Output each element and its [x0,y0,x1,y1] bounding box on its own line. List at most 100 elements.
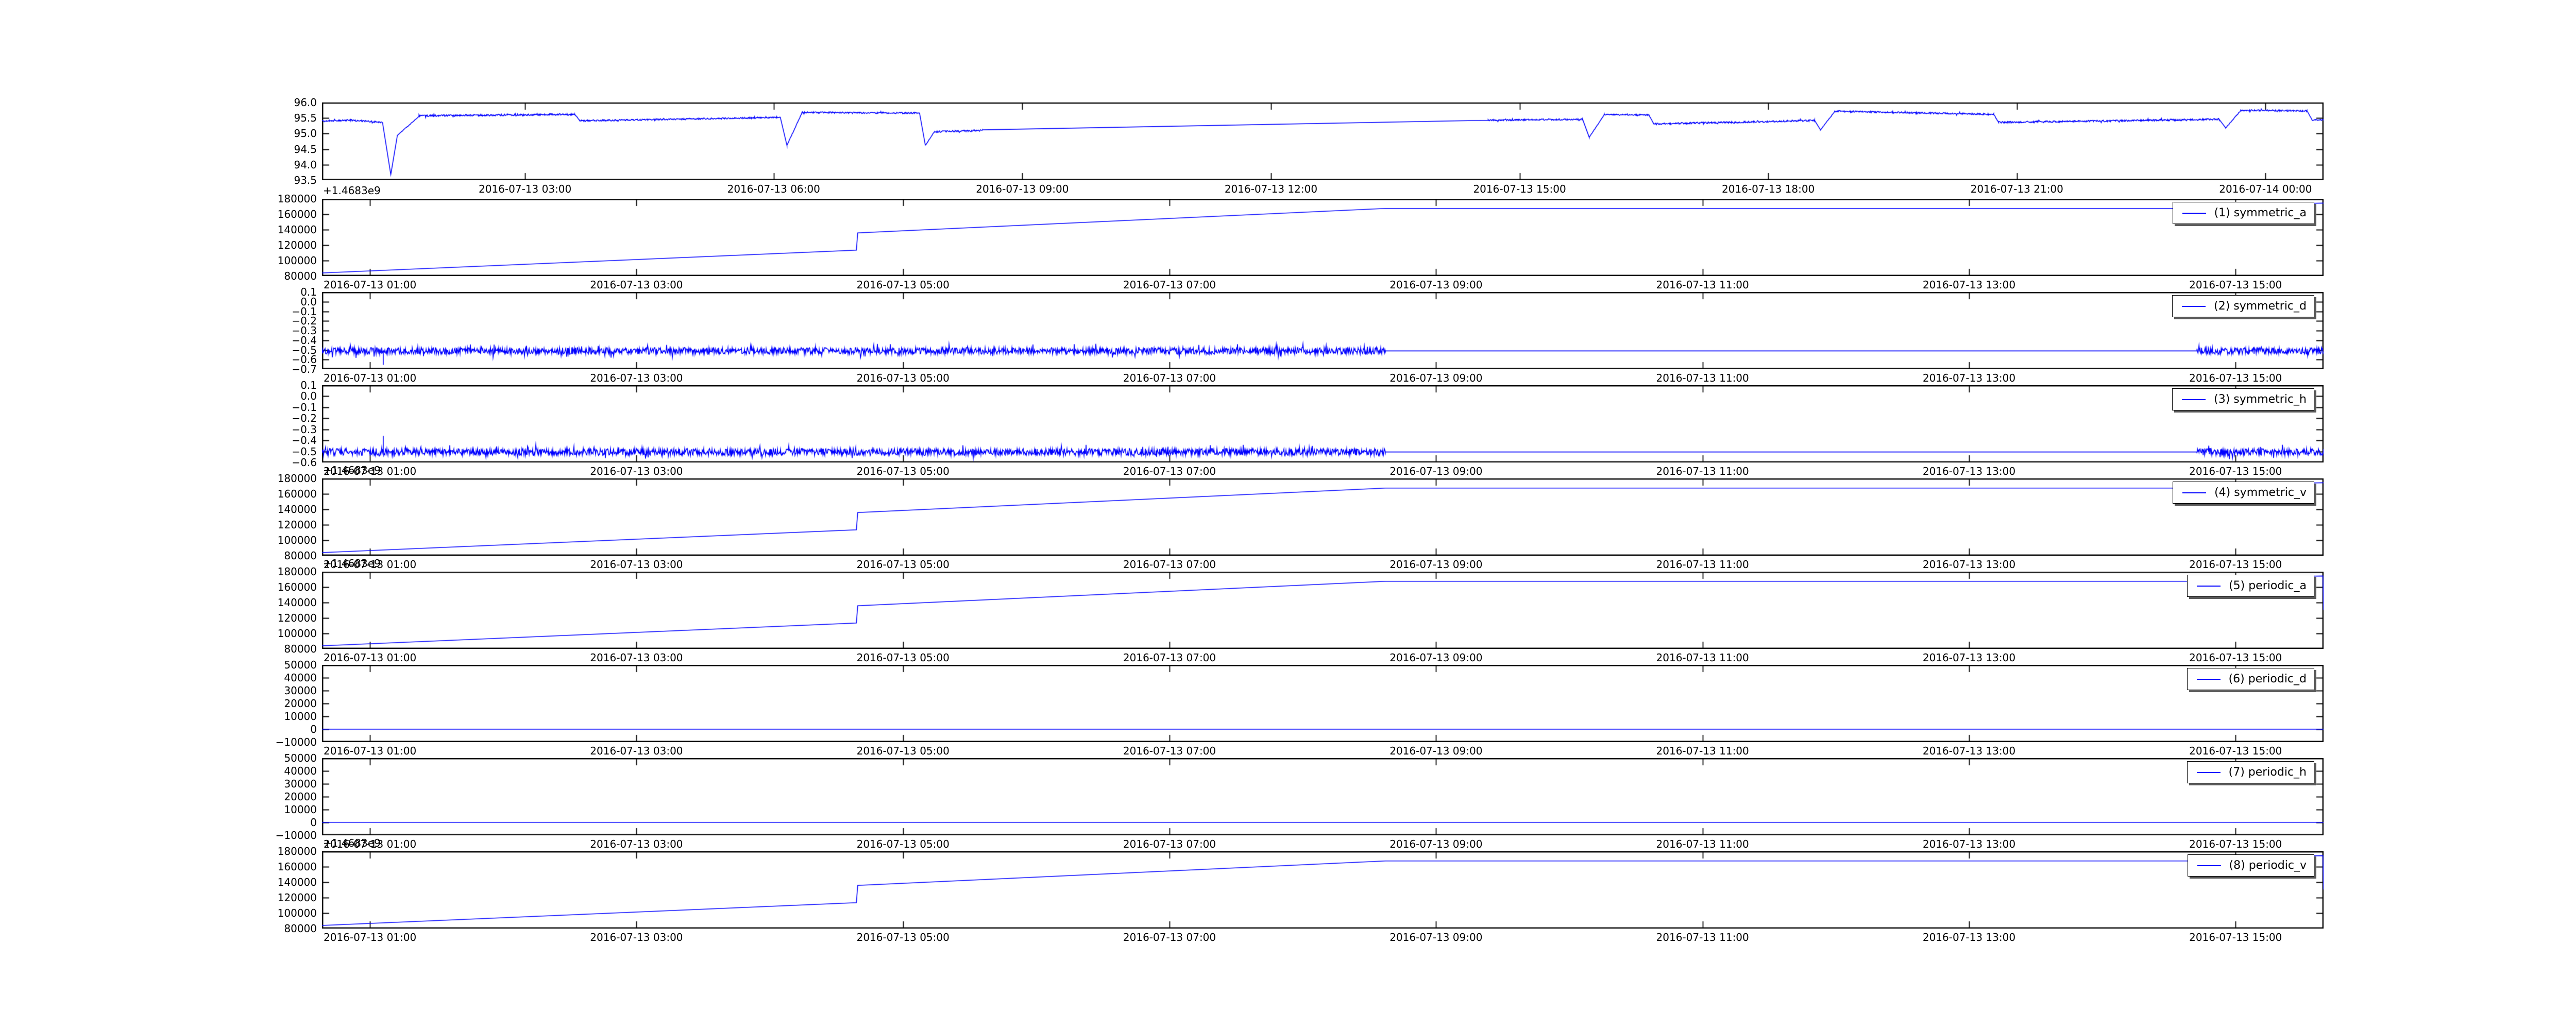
y-tick-label-periodic_d-5: 0 [310,723,317,735]
x-tick-label-symmetric_h-5: 2016-07-13 11:00 [1656,465,1749,477]
x-tick-label-periodic_v-4: 2016-07-13 09:00 [1389,931,1483,943]
legend-box-symmetric_h: (3) symmetric_h [2172,388,2314,410]
x-tick-label-main-signal-7: 2016-07-14 00:00 [2219,183,2312,195]
x-tick-label-symmetric_v-7: 2016-07-13 15:00 [2189,558,2282,571]
y-tick-label-symmetric_a-0: 180000 [277,193,317,205]
x-tick-label-main-signal-6: 2016-07-13 21:00 [1970,183,2063,195]
y-tick-label-periodic_h-3: 20000 [284,791,317,803]
x-tick-label-main-signal-3: 2016-07-13 12:00 [1224,183,1318,195]
y-tick-label-main-signal-2: 95.0 [294,127,317,140]
legend-box-symmetric_v: (4) symmetric_v [2173,482,2314,504]
x-tick-label-symmetric_v-3: 2016-07-13 07:00 [1123,558,1216,571]
y-tick-label-symmetric_h-4: −0.3 [292,423,317,436]
y-tick-label-symmetric_v-2: 140000 [277,503,317,516]
plot-area-periodic_h [322,758,2324,835]
legend-box-periodic_a: (5) periodic_a [2187,575,2314,597]
x-tick-label-periodic_a-2: 2016-07-13 05:00 [856,651,950,664]
y-tick-label-periodic_a-1: 160000 [277,581,317,593]
y-tick-label-symmetric_v-1: 160000 [277,488,317,500]
x-tick-label-periodic_v-5: 2016-07-13 11:00 [1656,931,1749,943]
x-tick-label-symmetric_a-7: 2016-07-13 15:00 [2189,279,2282,291]
y-tick-label-symmetric_h-7: −0.6 [292,456,317,469]
y-tick-label-symmetric_v-4: 100000 [277,534,317,546]
y-tick-label-periodic_a-3: 120000 [277,612,317,624]
y-tick-label-symmetric_d-2: −0.1 [292,305,317,318]
x-tick-label-periodic_d-0: 2016-07-13 01:00 [323,745,417,757]
x-tick-label-symmetric_d-6: 2016-07-13 13:00 [1922,372,2016,384]
plot-area-main-signal [322,102,2324,180]
x-tick-label-symmetric_h-2: 2016-07-13 05:00 [856,465,950,477]
y-tick-label-symmetric_a-5: 80000 [284,270,317,282]
y-tick-label-periodic_h-5: 0 [310,816,317,829]
y-tick-label-periodic_a-4: 100000 [277,627,317,640]
x-tick-label-periodic_d-7: 2016-07-13 15:00 [2189,745,2282,757]
legend-label: (2) symmetric_d [2214,300,2307,313]
plot-area-periodic_v [322,851,2324,929]
x-tick-label-periodic_a-5: 2016-07-13 11:00 [1656,651,1749,664]
x-tick-label-periodic_h-0: 2016-07-13 01:00 [323,838,417,850]
y-tick-label-symmetric_a-2: 140000 [277,224,317,236]
y-tick-label-periodic_d-0: 50000 [284,659,317,671]
x-tick-label-symmetric_h-3: 2016-07-13 07:00 [1123,465,1216,477]
y-tick-label-symmetric_d-7: −0.6 [292,353,317,366]
x-tick-label-periodic_d-4: 2016-07-13 09:00 [1389,745,1483,757]
legend-label: (6) periodic_d [2228,673,2307,685]
x-tick-label-periodic_v-2: 2016-07-13 05:00 [856,931,950,943]
plot-area-symmetric_d [322,292,2324,369]
x-tick-label-periodic_v-0: 2016-07-13 01:00 [323,931,417,943]
x-tick-label-symmetric_a-6: 2016-07-13 13:00 [1922,279,2016,291]
y-tick-label-symmetric_h-2: −0.1 [292,401,317,414]
legend-label: (3) symmetric_h [2214,393,2307,406]
x-tick-label-periodic_h-3: 2016-07-13 07:00 [1123,838,1216,850]
plot-area-periodic_d [322,665,2324,742]
x-tick-label-symmetric_h-1: 2016-07-13 03:00 [590,465,683,477]
x-tick-label-symmetric_a-1: 2016-07-13 03:00 [590,279,683,291]
x-tick-label-symmetric_d-1: 2016-07-13 03:00 [590,372,683,384]
y-tick-label-main-signal-3: 94.5 [294,143,317,156]
y-tick-label-periodic_v-2: 140000 [277,876,317,888]
x-tick-label-periodic_h-4: 2016-07-13 09:00 [1389,838,1483,850]
legend-box-periodic_d: (6) periodic_d [2187,668,2314,690]
x-tick-label-periodic_h-7: 2016-07-13 15:00 [2189,838,2282,850]
x-tick-label-periodic_v-1: 2016-07-13 03:00 [590,931,683,943]
x-tick-label-symmetric_v-6: 2016-07-13 13:00 [1922,558,2016,571]
y-tick-label-symmetric_h-3: −0.2 [292,412,317,425]
y-tick-label-symmetric_d-1: 0.0 [300,295,317,308]
x-tick-label-periodic_a-4: 2016-07-13 09:00 [1389,651,1483,664]
legend-box-periodic_v: (8) periodic_v [2187,854,2314,877]
axis-offset-text-periodic_a: +1.4683e9 [323,557,381,570]
y-tick-label-symmetric_v-0: 180000 [277,472,317,485]
y-tick-label-periodic_h-1: 40000 [284,765,317,777]
x-tick-label-periodic_v-6: 2016-07-13 13:00 [1922,931,2016,943]
x-tick-label-symmetric_a-5: 2016-07-13 11:00 [1656,279,1749,291]
axis-offset-text-periodic_v: +1.4683e9 [323,837,381,849]
y-tick-label-periodic_h-4: 10000 [284,803,317,816]
y-tick-label-periodic_v-1: 160000 [277,861,317,873]
legend-line-sample-icon [2182,212,2206,214]
y-tick-label-periodic_h-6: −10000 [275,829,317,842]
legend-label: (8) periodic_v [2229,859,2307,872]
y-tick-label-periodic_d-4: 10000 [284,710,317,723]
x-tick-label-symmetric_a-4: 2016-07-13 09:00 [1389,279,1483,291]
y-tick-label-periodic_h-0: 50000 [284,752,317,764]
y-tick-label-symmetric_d-3: −0.2 [292,315,317,328]
legend-box-periodic_h: (7) periodic_h [2187,761,2314,783]
y-tick-label-main-signal-5: 93.5 [294,174,317,186]
y-tick-label-periodic_d-3: 20000 [284,697,317,710]
x-tick-label-symmetric_h-7: 2016-07-13 15:00 [2189,465,2282,477]
x-tick-label-symmetric_d-7: 2016-07-13 15:00 [2189,372,2282,384]
plot-area-symmetric_v [322,478,2324,556]
y-tick-label-main-signal-1: 95.5 [294,112,317,125]
y-tick-label-periodic_a-0: 180000 [277,565,317,578]
legend-line-sample-icon [2182,305,2206,307]
x-tick-label-main-signal-1: 2016-07-13 06:00 [727,183,820,195]
x-tick-label-symmetric_v-1: 2016-07-13 03:00 [590,558,683,571]
y-tick-label-symmetric_h-1: 0.0 [300,390,317,403]
x-tick-label-symmetric_d-2: 2016-07-13 05:00 [856,372,950,384]
x-tick-label-periodic_d-6: 2016-07-13 13:00 [1922,745,2016,757]
x-tick-label-symmetric_v-2: 2016-07-13 05:00 [856,558,950,571]
x-tick-label-periodic_v-3: 2016-07-13 07:00 [1123,931,1216,943]
y-tick-label-periodic_v-4: 100000 [277,907,317,919]
x-tick-label-symmetric_v-5: 2016-07-13 11:00 [1656,558,1749,571]
